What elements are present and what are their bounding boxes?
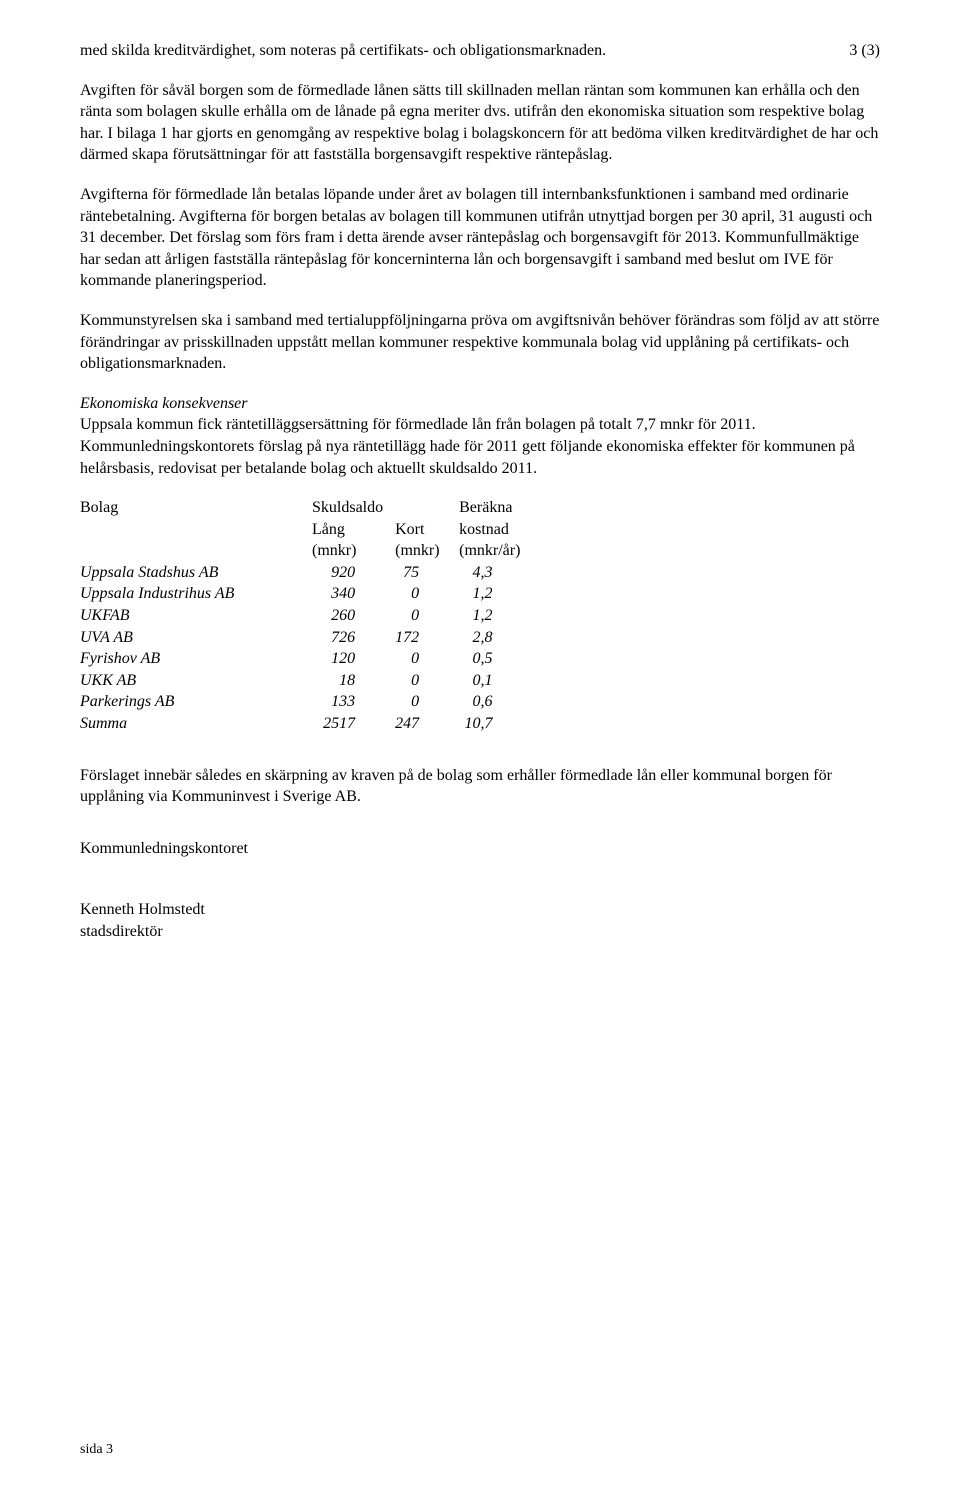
paragraph-5: Uppsala kommun fick räntetilläggsersättn… [80, 416, 855, 476]
cell-name: Summa [80, 713, 312, 735]
document-page: 3 (3) med skilda kreditvärdighet, som no… [0, 0, 960, 1485]
col-header-lang: Lång [312, 519, 395, 541]
col-header-empty [80, 519, 312, 541]
cell-kort: 0 [395, 691, 459, 713]
cell-kost: 0,5 [459, 648, 532, 670]
col-header-berakna: Beräkna [459, 497, 532, 519]
cell-kost: 10,7 [459, 713, 532, 735]
table-header-row-3: (mnkr) (mnkr) (mnkr/år) [80, 540, 532, 562]
col-header-bolag: Bolag [80, 497, 312, 519]
cell-kost: 2,8 [459, 627, 532, 649]
cell-kort: 0 [395, 583, 459, 605]
table-header-row-2: Lång Kort kostnad [80, 519, 532, 541]
col-header-empty [395, 497, 459, 519]
cell-kost: 1,2 [459, 605, 532, 627]
cost-table: Bolag Skuldsaldo Beräkna Lång Kort kostn… [80, 497, 532, 735]
cell-kost: 1,2 [459, 583, 532, 605]
cell-kort: 0 [395, 670, 459, 692]
cell-kost: 4,3 [459, 562, 532, 584]
table-row: UKFAB 260 0 1,2 [80, 605, 532, 627]
cell-name: UVA AB [80, 627, 312, 649]
table-row: UVA AB 726 172 2,8 [80, 627, 532, 649]
cell-name: Fyrishov AB [80, 648, 312, 670]
signatory-name: Kenneth Holmstedt [80, 899, 880, 921]
cell-kost: 0,1 [459, 670, 532, 692]
table-row: Parkerings AB 133 0 0,6 [80, 691, 532, 713]
cell-lang: 133 [312, 691, 395, 713]
table-row: Fyrishov AB 120 0 0,5 [80, 648, 532, 670]
paragraph-6: Förslaget innebär således en skärpning a… [80, 765, 880, 808]
table-row: Uppsala Stadshus AB 920 75 4,3 [80, 562, 532, 584]
paragraph-2: Avgiften för såväl borgen som de förmedl… [80, 80, 880, 166]
cell-name: Uppsala Industrihus AB [80, 583, 312, 605]
cell-kort: 75 [395, 562, 459, 584]
cell-lang: 2517 [312, 713, 395, 735]
cell-name: UKFAB [80, 605, 312, 627]
col-header-kostnad: kostnad [459, 519, 532, 541]
cell-kost: 0,6 [459, 691, 532, 713]
col-header-mnkr2: (mnkr) [395, 540, 459, 562]
table-row: UKK AB 18 0 0,1 [80, 670, 532, 692]
cell-lang: 920 [312, 562, 395, 584]
cell-lang: 260 [312, 605, 395, 627]
col-header-skuldsaldo: Skuldsaldo [312, 497, 395, 519]
cell-lang: 120 [312, 648, 395, 670]
cell-lang: 18 [312, 670, 395, 692]
table-row-sum: Summa 2517 247 10,7 [80, 713, 532, 735]
col-header-mnkr1: (mnkr) [312, 540, 395, 562]
paragraph-3: Avgifterna för förmedlade lån betalas lö… [80, 184, 880, 292]
paragraph-4: Kommunstyrelsen ska i samband med tertia… [80, 310, 880, 375]
paragraph-intro: med skilda kreditvärdighet, som noteras … [80, 40, 880, 62]
cell-kort: 247 [395, 713, 459, 735]
department-name: Kommunledningskontoret [80, 838, 880, 860]
economic-consequences-block: Ekonomiska konsekvenser Uppsala kommun f… [80, 393, 880, 479]
page-number: 3 (3) [849, 40, 880, 62]
cell-kort: 0 [395, 648, 459, 670]
page-footer: sida 3 [80, 1441, 113, 1460]
signature-block: Kenneth Holmstedt stadsdirektör [80, 899, 880, 942]
cell-kort: 0 [395, 605, 459, 627]
col-header-mnkrar: (mnkr/år) [459, 540, 532, 562]
cell-lang: 340 [312, 583, 395, 605]
cell-name: Uppsala Stadshus AB [80, 562, 312, 584]
cell-name: UKK AB [80, 670, 312, 692]
signatory-title: stadsdirektör [80, 921, 880, 943]
table-row: Uppsala Industrihus AB 340 0 1,2 [80, 583, 532, 605]
cell-name: Parkerings AB [80, 691, 312, 713]
table-header-row-1: Bolag Skuldsaldo Beräkna [80, 497, 532, 519]
cell-kort: 172 [395, 627, 459, 649]
economic-heading: Ekonomiska konsekvenser [80, 395, 248, 412]
cell-lang: 726 [312, 627, 395, 649]
col-header-empty [80, 540, 312, 562]
col-header-kort: Kort [395, 519, 459, 541]
